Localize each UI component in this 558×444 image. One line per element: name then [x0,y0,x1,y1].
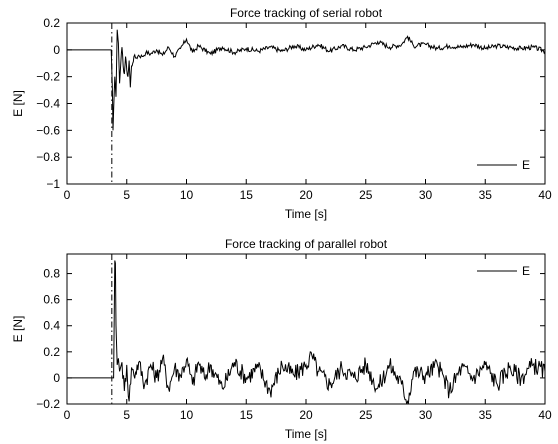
x-tick-label: 30 [419,408,433,422]
chart-serial-robot: Force tracking of serial robot Time [s] E … [11,6,552,221]
chart-parallel-robot: Force tracking of parallel robot Time [s]… [11,237,552,441]
x-tick-label: 30 [419,188,433,202]
x-tick-label: 40 [538,408,552,422]
y-tick-label: −0.2 [36,397,60,411]
y-tick-label: 0.2 [43,345,60,359]
y-tick-label: −0.8 [36,150,60,164]
plot-frame [66,253,546,405]
x-tick-label: 15 [240,188,254,202]
y-axis-label: E [N] [11,90,25,117]
legend-label: E [522,264,530,278]
x-axis-label: Time [s] [285,207,327,221]
y-axis-label: E [N] [11,316,25,343]
x-tick-label: 15 [240,408,254,422]
series-line-e [67,29,545,131]
x-tick-label: 35 [479,188,493,202]
y-tick-label: 0.8 [43,267,60,281]
x-tick-label: 10 [180,188,194,202]
chart-title: Force tracking of serial robot [230,6,383,20]
y-tick-label: −1 [46,177,60,191]
x-tick-label: 20 [299,188,313,202]
y-tick-label: 0.4 [43,319,60,333]
x-tick-label: 35 [479,408,493,422]
x-tick-label: 40 [538,188,552,202]
x-tick-label: 10 [180,408,194,422]
x-tick-label: 0 [64,188,71,202]
series-line-e [67,260,545,404]
y-tick-label: −0.4 [36,97,60,111]
x-axis-label: Time [s] [285,427,327,441]
legend-label: E [522,158,530,172]
y-tick-label: 0 [53,43,60,57]
x-tick-label: 20 [299,408,313,422]
chart-title: Force tracking of parallel robot [225,237,388,251]
x-tick-label: 5 [123,408,130,422]
plot-frame [66,22,546,185]
y-tick-label: −0.2 [36,70,60,84]
y-tick-label: 0 [53,371,60,385]
y-tick-label: −0.6 [36,123,60,137]
x-tick-label: 0 [64,408,71,422]
x-tick-label: 25 [359,408,373,422]
y-tick-label: 0.6 [43,293,60,307]
y-tick-label: 0.2 [43,16,60,30]
x-tick-label: 5 [123,188,130,202]
x-tick-label: 25 [359,188,373,202]
